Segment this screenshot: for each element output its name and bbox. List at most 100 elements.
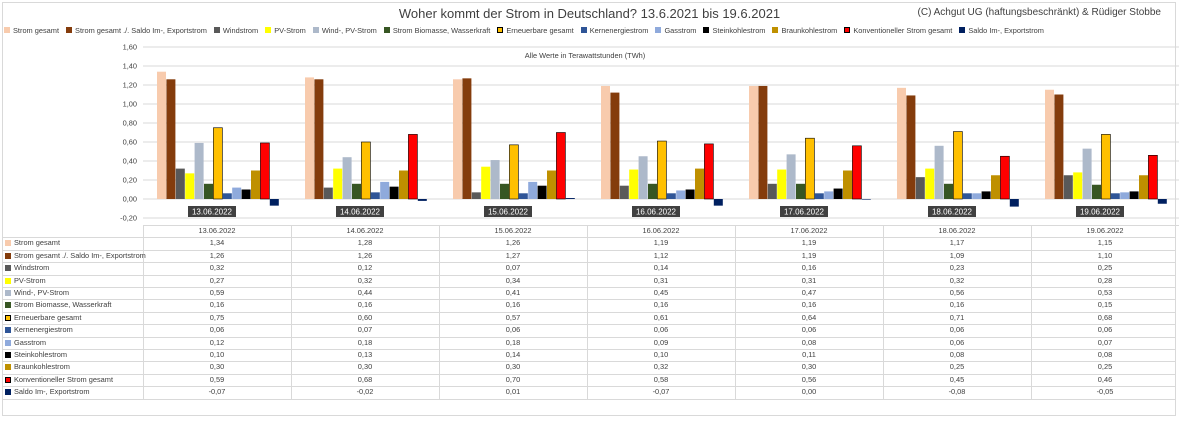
- bar: [1073, 172, 1083, 199]
- bar: [537, 185, 547, 199]
- legend-item: Erneuerbare gesamt: [497, 24, 574, 36]
- table-cell: 0,16: [653, 300, 669, 310]
- category-label: 18.06.2022: [932, 208, 973, 217]
- table-cell: 0,06: [949, 337, 965, 347]
- category-label-bg: [928, 206, 976, 217]
- bar: [260, 142, 270, 200]
- legend-label: Erneuerbare gesamt: [506, 25, 574, 35]
- bar: [1063, 175, 1073, 199]
- bar: [342, 157, 352, 199]
- bar: [204, 183, 213, 199]
- bar: [657, 140, 667, 200]
- table-cell: 0,32: [357, 275, 373, 285]
- table-row-swatch: [5, 327, 11, 334]
- table-cell: 0,06: [209, 325, 225, 335]
- table-cell: 0,23: [949, 263, 965, 273]
- bar: [934, 145, 944, 199]
- bar: [314, 79, 324, 199]
- table-cell: 0,10: [209, 350, 225, 359]
- bar: [175, 168, 185, 199]
- table-cell: 0,16: [801, 300, 817, 310]
- bar: [380, 181, 390, 199]
- category-label-bg: [780, 206, 828, 217]
- table-border: [883, 225, 884, 399]
- table-border: [2, 299, 1176, 301]
- table-cell: 0,30: [209, 362, 225, 372]
- bar: [852, 145, 862, 200]
- legend-swatch: [703, 27, 710, 33]
- bar-chart: 1,60 1,40 1,20 1,00 0,80 0,60 0,40 0,20 0,00 -0,2…: [120, 43, 1179, 223]
- table-cell: 0,30: [505, 362, 521, 372]
- table-cell: -0,07: [208, 387, 226, 397]
- table-border: [2, 311, 1176, 313]
- copyright-note: (C) Achgut UG (haftungsbeschränkt) & Rüd…: [917, 7, 1161, 18]
- legend-label: Konventioneller Strom gesamt: [853, 25, 953, 35]
- bar: [370, 192, 380, 199]
- table-cell: 1,17: [949, 238, 965, 248]
- category-label: 15.06.2022: [488, 208, 529, 217]
- y-tick-label: 1,60: [123, 43, 137, 52]
- table-cell: 0,46: [1097, 374, 1113, 384]
- bar: [1157, 199, 1167, 204]
- table-cell: 0,16: [949, 300, 965, 310]
- table-cell: 0,75: [209, 312, 225, 322]
- category-label-bg: [1076, 206, 1124, 217]
- legend-swatch: [655, 27, 662, 33]
- bar: [1009, 199, 1019, 207]
- legend-swatch: [312, 27, 319, 33]
- table-row-swatch: [5, 290, 11, 296]
- bar: [695, 168, 704, 199]
- table-cell: 1,27: [505, 250, 521, 260]
- table-cell: 0,32: [653, 362, 669, 372]
- category-label: 17.06.2022: [784, 208, 825, 217]
- y-tick-label: -0,20: [120, 214, 137, 223]
- bar: [972, 193, 982, 199]
- table-row-name: Windstrom: [14, 263, 50, 273]
- table-row-swatch: [5, 314, 11, 321]
- y-tick-label: 0,00: [123, 195, 137, 204]
- table-cell: 0,07: [357, 325, 373, 335]
- table-cell: 0,07: [505, 263, 521, 273]
- table-cell: 0,32: [949, 275, 965, 285]
- legend-swatch: [4, 27, 10, 33]
- legend-label: Braunkohlestrom: [781, 25, 838, 35]
- table-cell: 0,45: [949, 374, 965, 384]
- table-cell: 0,14: [505, 350, 521, 359]
- bar: [925, 168, 935, 199]
- table-border: [2, 349, 1176, 350]
- bar: [408, 134, 418, 200]
- bar: [861, 199, 871, 200]
- table-cell: 0,01: [505, 387, 521, 397]
- legend-label: Strom gesamt: [13, 25, 60, 35]
- legend-label: Saldo Im-, Exportstrom: [968, 25, 1044, 35]
- legend-swatch: [580, 27, 587, 33]
- table-header-cell: 17.06.2022: [790, 226, 828, 235]
- bar: [824, 191, 834, 199]
- category-label-bg: [632, 206, 680, 217]
- table-cell: 1,10: [1097, 250, 1113, 260]
- legend-label: PV-Strom: [274, 25, 306, 35]
- bar: [843, 170, 852, 199]
- table-row-name: Strom gesamt ./. Saldo Im-, Exportstrom: [14, 250, 146, 260]
- table-cell: -0,05: [1096, 387, 1114, 397]
- table-cell: 0,00: [801, 387, 817, 397]
- table-cell: 0,25: [1097, 263, 1113, 273]
- bar: [981, 191, 991, 199]
- table-border: [2, 324, 1176, 326]
- bar: [749, 85, 758, 199]
- legend-label: Kernenergiestrom: [589, 25, 649, 35]
- table-cell: 0,47: [801, 288, 817, 297]
- legend-item: Konventioneller Strom gesamt: [844, 24, 952, 36]
- legend-label: Windstrom: [222, 25, 259, 35]
- legend-swatch: [213, 27, 220, 33]
- table-row-name: Konventioneller Strom gesamt: [14, 374, 114, 384]
- table-cell: 1,12: [653, 250, 669, 260]
- table-cell: 0,06: [949, 325, 965, 335]
- category-label: 19.06.2022: [1080, 208, 1121, 217]
- chart-title: Woher kommt der Strom in Deutschland? 13…: [398, 6, 781, 21]
- table-row-label: Erneuerbare gesamt: [5, 312, 81, 324]
- table-cell: 0,16: [357, 300, 373, 310]
- table-border: [587, 225, 588, 399]
- chart-subtitle: Alle Werte in Terawattstunden (TWh): [525, 51, 646, 60]
- bar: [777, 169, 787, 199]
